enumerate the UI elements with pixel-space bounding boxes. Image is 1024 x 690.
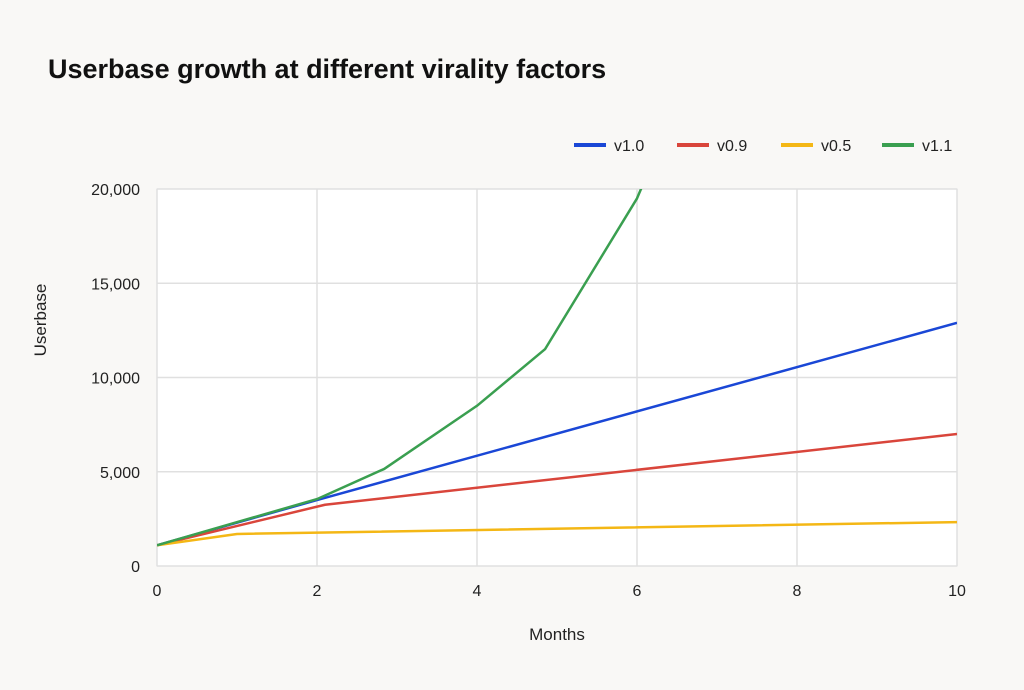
legend-label-v0.9: v0.9: [717, 138, 747, 155]
x-tick-label: 4: [473, 583, 482, 600]
legend: v1.0 v0.9 v0.5 v1.1: [574, 138, 952, 155]
series-line-v1.1: [157, 189, 643, 547]
x-tick-label: 6: [633, 583, 642, 600]
y-tick-label: 5,000: [100, 465, 140, 482]
legend-label-v1.1: v1.1: [922, 138, 952, 155]
y-tick-label: 0: [131, 559, 140, 576]
x-tick-label: 0: [153, 583, 162, 600]
series-lines: [157, 189, 957, 547]
y-tick-label: 10,000: [91, 371, 140, 388]
y-axis-label: Userbase: [31, 284, 50, 357]
y-tick-label: 20,000: [91, 182, 140, 199]
grid: [156, 188, 958, 567]
x-axis-label: Months: [529, 625, 585, 644]
legend-label-v1.0: v1.0: [614, 138, 644, 155]
legend-label-v0.5: v0.5: [821, 138, 851, 155]
chart-title: Userbase growth at different virality fa…: [48, 54, 606, 84]
x-tick-label: 2: [313, 583, 322, 600]
tick-labels: 0 2 4 6 8 10 0 5,000 10,000 15,000 20,000: [91, 182, 966, 600]
series-line-v0.9: [157, 432, 957, 547]
x-tick-label: 8: [793, 583, 802, 600]
series-line-v0.5: [157, 520, 957, 547]
y-tick-label: 15,000: [91, 276, 140, 293]
x-tick-label: 10: [948, 583, 966, 600]
